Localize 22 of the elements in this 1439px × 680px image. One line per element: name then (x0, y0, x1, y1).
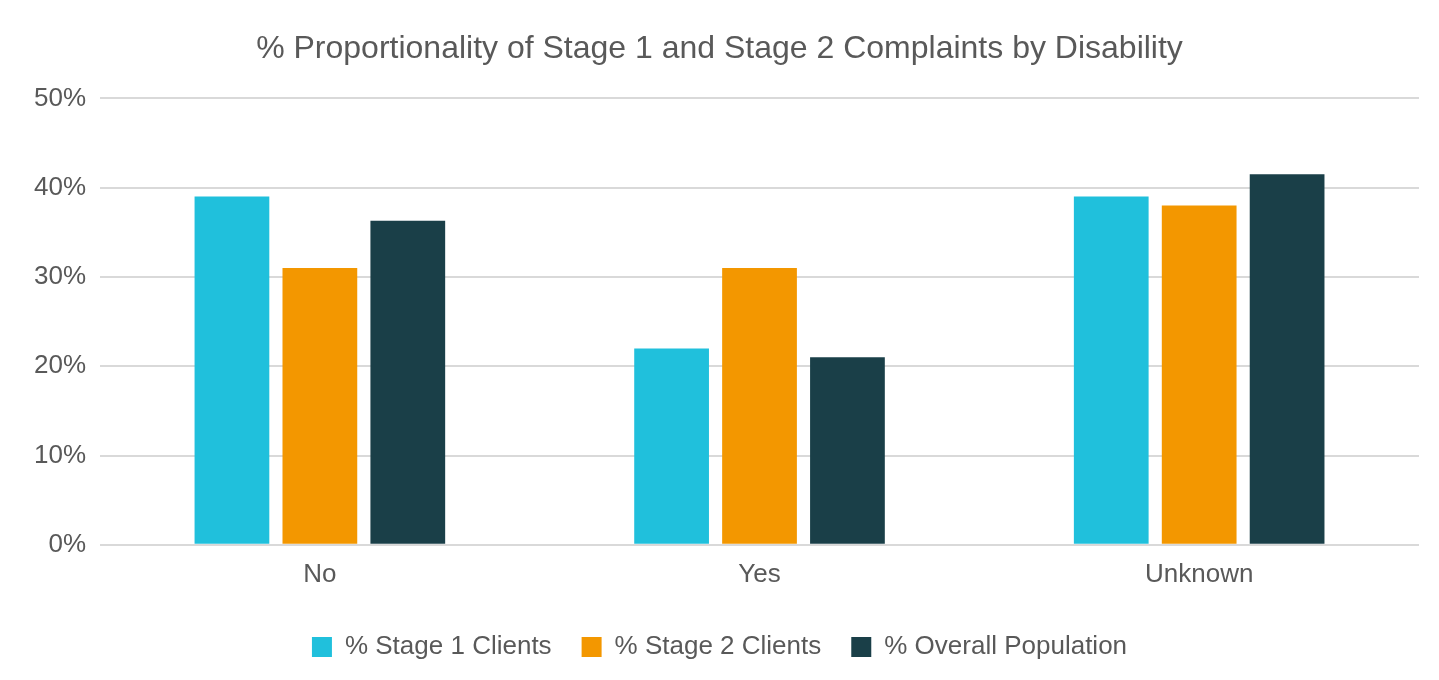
bar (634, 348, 709, 544)
bar (722, 268, 797, 544)
bar (1161, 205, 1237, 544)
y-tick-label: 50% (33, 81, 87, 112)
bar (194, 196, 270, 544)
bar (282, 268, 358, 544)
x-tick-label: No (303, 557, 337, 588)
y-tick-label: 40% (33, 170, 87, 201)
bar (810, 357, 885, 544)
y-tick-label: 10% (33, 438, 87, 469)
bar (1073, 196, 1149, 544)
bar (1249, 174, 1325, 544)
bar (370, 220, 446, 544)
y-tick-label: 0% (48, 527, 87, 558)
chart-title: % Proportionality of Stage 1 and Stage 2 Complaints by Disability (256, 29, 1183, 66)
x-tick-label: Yes (738, 557, 781, 588)
x-tick-label: Unknown (1144, 557, 1254, 588)
legend-label: % Overall Population (884, 630, 1128, 661)
legend-label: % Stage 2 Clients (614, 630, 822, 661)
legend-label: % Stage 1 Clients (344, 630, 552, 661)
y-tick-label: 20% (33, 349, 87, 380)
y-tick-label: 30% (33, 260, 87, 291)
